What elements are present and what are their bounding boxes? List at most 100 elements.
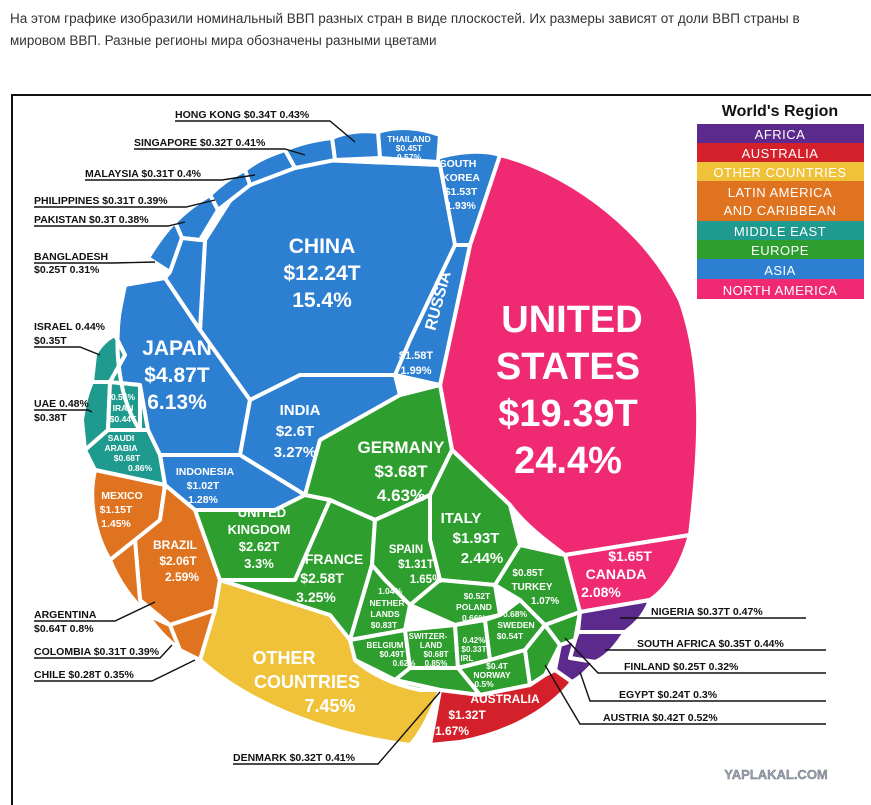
other-line-1: OTHER: [253, 648, 316, 668]
norway-name: NORWAY: [473, 670, 511, 680]
irl-name: IRL: [461, 654, 474, 663]
leader-malaysia: [85, 174, 256, 181]
spain-gdp: $1.31T: [398, 559, 434, 571]
india-name: INDIA: [280, 402, 321, 419]
label-norway: $0.4T NORWAY 0.5%: [473, 661, 511, 689]
chart-frame: [11, 94, 871, 805]
leader-uae: [34, 409, 93, 413]
label-iran: 0.55% IRAN $0.44T: [110, 392, 137, 424]
label-japan: JAPAN $4.87T 6.13%: [142, 337, 212, 414]
leader-philippines: [34, 199, 216, 208]
irl-share: 0.42%: [463, 636, 486, 645]
netherlands-line-1: NETHER: [370, 598, 405, 608]
switzerland-share: 0.85%: [425, 659, 448, 668]
leader-finland: [564, 637, 826, 674]
canada-gdp: $1.65T: [608, 548, 652, 564]
label-sweden: 0.68% SWEDEN $0.54T: [497, 609, 535, 641]
uk-share: 3.3%: [244, 556, 274, 571]
cell-united-states: [438, 153, 701, 557]
italy-share: 2.44%: [461, 550, 504, 567]
label-united-states: UNITED STATES $19.39T 24.4%: [496, 299, 643, 482]
netherlands-share: 1.04%: [378, 586, 403, 596]
cell-malaysia: [243, 148, 297, 187]
callout-south-africa: SOUTH AFRICA $0.35T 0.44%: [637, 638, 785, 650]
leader-chile: [34, 659, 196, 682]
thailand-gdp: $0.45T: [396, 143, 423, 153]
sweden-gdp: $0.54T: [497, 631, 524, 641]
legend-item-australia: AUSTRALIA: [742, 146, 819, 161]
callout-philippines: PHILIPPINES $0.31T 0.39%: [34, 195, 168, 207]
leader-egypt: [579, 671, 826, 702]
legend-item-africa: AFRICA: [755, 127, 806, 142]
callout-argentina-2: $0.64T 0.8%: [34, 623, 94, 635]
leader-pakistan: [34, 221, 186, 227]
uk-line-1: UNITED: [238, 505, 286, 520]
sweden-share: 0.68%: [503, 609, 528, 619]
label-switzerland: SWITZER- LAND $0.68T 0.85%: [409, 632, 449, 668]
france-share: 3.25%: [296, 589, 336, 605]
uk-line-2: KINGDOM: [228, 522, 291, 537]
spain-name: SPAIN: [389, 544, 423, 556]
leader-austria: [544, 664, 826, 725]
label-saudi-arabia: SAUDI ARABIA $0.68T 0.86%: [104, 433, 152, 473]
france-name: FRANCE: [305, 551, 363, 567]
label-belgium: BELGIUM $0.49T 0.62%: [367, 641, 416, 668]
germany-share: 4.63%: [377, 486, 425, 505]
switzerland-gdp: $0.68T: [424, 650, 449, 659]
callout-bangladesh-2: $0.25T 0.31%: [34, 264, 100, 276]
australia-name: AUSTRALIA: [470, 692, 540, 706]
china-name: CHINA: [289, 235, 356, 258]
cell-netherlands: [348, 563, 412, 642]
leader-singapore: [134, 148, 306, 156]
callout-austria: AUSTRIA $0.42T 0.52%: [603, 712, 718, 724]
norway-share: 0.5%: [474, 679, 494, 689]
label-brazil: BRAZIL $2.06T 2.59%: [153, 538, 199, 584]
callout-uae-2: $0.38T: [34, 412, 67, 424]
callout-uae-1: UAE 0.48%: [34, 398, 90, 410]
switzerland-line-2: LAND: [420, 641, 442, 650]
japan-share: 6.13%: [147, 391, 207, 414]
cell-poland: [408, 578, 502, 627]
leader-colombia: [34, 644, 173, 659]
thailand-share: 0.57%: [397, 152, 422, 162]
iran-name: IRAN: [113, 403, 134, 413]
label-other-countries: OTHER COUNTRIES 7.45%: [253, 648, 361, 716]
india-gdp: $2.6T: [276, 423, 314, 440]
intro-text: На этом графике изобразили номинальный В…: [10, 8, 868, 52]
legend-item-latin-1: LATIN AMERICA: [728, 185, 833, 200]
legend-item-middle-east: MIDDLE EAST: [734, 224, 826, 239]
other-line-2: COUNTRIES: [254, 672, 360, 692]
cell-philippines: [208, 168, 252, 212]
legend-swatch-asia: [697, 259, 864, 279]
saudi-line-2: ARABIA: [104, 443, 137, 453]
us-share: 24.4%: [514, 440, 622, 482]
callout-pakistan: PAKISTAN $0.3T 0.38%: [34, 214, 149, 226]
callout-colombia: COLOMBIA $0.31T 0.39%: [34, 646, 160, 658]
cell-south-korea: [428, 149, 502, 247]
callout-egypt: EGYPT $0.24T 0.3%: [619, 689, 718, 701]
label-australia: AUSTRALIA $1.32T 1.67%: [435, 692, 540, 738]
label-spain: SPAIN $1.31T 1.65%: [389, 544, 442, 586]
indonesia-share: 1.28%: [188, 494, 218, 506]
callout-denmark: DENMARK $0.32T 0.41%: [233, 752, 356, 764]
poland-name: POLAND: [456, 602, 492, 612]
japan-name: JAPAN: [142, 337, 212, 360]
label-poland: $0.52T POLAND 0.66%: [456, 591, 492, 623]
leader-israel: [34, 346, 101, 356]
legend-item-latin-2: AND CARIBBEAN: [724, 203, 837, 218]
legend-swatch-north-america: [697, 279, 864, 299]
label-ireland: 0.42% $0.33T IRL: [461, 636, 487, 663]
iran-gdp: $0.44T: [110, 414, 137, 424]
south-korea-share: 1.93%: [446, 200, 476, 212]
label-china: CHINA $12.24T 15.4%: [283, 235, 360, 312]
turkey-name: TURKEY: [511, 582, 552, 593]
callout-israel-2: $0.35T: [34, 335, 67, 347]
cell-austria: [523, 623, 562, 687]
canada-name: CANADA: [586, 566, 647, 582]
label-netherlands: 1.04% NETHER LANDS $0.83T: [370, 586, 405, 630]
spain-share: 1.65%: [410, 574, 443, 586]
netherlands-gdp: $0.83T: [371, 620, 398, 630]
callout-nigeria: NIGERIA $0.37T 0.47%: [651, 606, 763, 618]
cell-asia-minor: [163, 236, 207, 332]
cell-thailand: [376, 126, 442, 164]
